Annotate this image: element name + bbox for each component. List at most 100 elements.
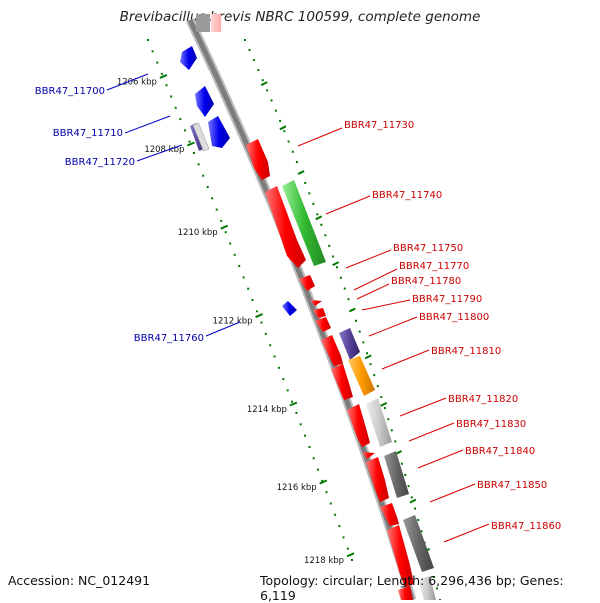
outer-tick-dot: [324, 234, 327, 237]
gene-block-top-pink: [211, 14, 221, 32]
inner-tick-dot: [202, 174, 205, 177]
inner-tick-dot: [247, 287, 250, 290]
outer-tick-dot: [316, 213, 319, 216]
gene-outer-green[interactable]: [282, 180, 326, 266]
gene-label-11800[interactable]: BBR47_11800: [419, 312, 489, 323]
backbone-shadow: [185, 18, 417, 600]
outer-tick-dot: [407, 485, 410, 488]
gene-outer-purple[interactable]: [339, 328, 360, 360]
major-tick-mark: [220, 224, 229, 230]
gene-reverse-11720-arrow[interactable]: [208, 116, 230, 148]
outer-major-tick-mark: [348, 307, 356, 313]
gene-forward-bottom-partial[interactable]: [398, 586, 413, 600]
leader-line-11820: [399, 397, 447, 417]
gene-label-11710[interactable]: BBR47_11710: [53, 128, 123, 139]
tick-label: 1216 kbp: [277, 483, 317, 493]
inner-tick-dot: [260, 321, 263, 324]
tick-label: 1208 kbp: [144, 145, 184, 155]
inner-tick-dot: [312, 457, 315, 460]
gene-forward-11830-arrow[interactable]: [362, 452, 375, 459]
tick-labels: 1206 kbp 1208 kbp 1210 kbp 1212 kbp 1214 kbp…: [117, 77, 344, 565]
outer-tick-dot: [320, 223, 323, 226]
outer-tick-dot: [257, 69, 260, 72]
outer-tick-dot: [248, 49, 251, 51]
gene-label-11810[interactable]: BBR47_11810: [431, 346, 501, 357]
gene-label-11750[interactable]: BBR47_11750: [393, 243, 463, 254]
inner-tick-dot: [338, 525, 341, 528]
inner-tick-dot: [206, 186, 209, 188]
gene-forward-11840-arrow[interactable]: [366, 457, 389, 502]
outer-tick-dot: [266, 89, 269, 92]
gene-label-11760[interactable]: BBR47_11760: [134, 333, 204, 344]
leader-line-11700: [106, 73, 149, 91]
gene-label-11740[interactable]: BBR47_11740: [372, 190, 442, 201]
gene-forward-11820-arrow[interactable]: [347, 404, 370, 447]
leader-line-11760: [205, 321, 241, 337]
outer-tick-dot: [283, 130, 286, 133]
outer-tick-dot: [362, 341, 365, 344]
inner-tick-dot: [179, 118, 182, 121]
gene-forward-11800-arrow[interactable]: [321, 335, 343, 366]
tick-label: 1210 kbp: [178, 228, 218, 238]
gene-reverse-11710-arrow[interactable]: [195, 86, 214, 117]
inner-tick-dot: [286, 389, 289, 392]
gene-reverse-11760-arrow[interactable]: [282, 301, 297, 316]
gene-forward-11770-arrow[interactable]: [310, 300, 322, 306]
tick-label: 1218 kbp: [304, 556, 344, 566]
gene-label-11850[interactable]: BBR47_11850: [477, 480, 547, 491]
gene-label-11730[interactable]: BBR47_11730: [344, 120, 414, 131]
gene-outer-darkgray-1[interactable]: [384, 451, 409, 498]
inner-tick-dot: [193, 152, 195, 154]
inner-tick-dot: [151, 50, 154, 53]
gene-label-11860[interactable]: BBR47_11860: [491, 521, 561, 532]
gene-forward-11780-arrow[interactable]: [313, 308, 326, 318]
gene-forward-11740-arrow[interactable]: [265, 186, 306, 268]
outer-tick-dot: [336, 266, 338, 269]
inner-tick-dot: [238, 265, 241, 268]
gene-reverse-small-gray[interactable]: [192, 122, 210, 152]
inner-tick-dot: [304, 434, 306, 437]
gene-label-11770[interactable]: BBR47_11770: [399, 261, 469, 272]
major-tick-mark: [187, 141, 195, 147]
gene-outer-lightgray[interactable]: [366, 398, 392, 447]
inner-tick-dot: [351, 559, 353, 561]
outer-tick-dot: [420, 530, 423, 533]
inner-tick-dot: [291, 400, 293, 403]
major-tick-mark: [346, 552, 355, 558]
gene-forward-11750-arrow[interactable]: [299, 275, 315, 291]
gene-forward-11730-arrow[interactable]: [246, 139, 270, 180]
gene-forward-11810-arrow[interactable]: [331, 364, 353, 400]
leader-line-11860: [443, 523, 490, 543]
genome-summary-text: Topology: circular; Length: 6,296,436 bp…: [260, 573, 564, 603]
gene-reverse-11700-arrow[interactable]: [180, 46, 197, 70]
outer-tick-dot: [332, 255, 335, 258]
gene-label-11780[interactable]: BBR47_11780: [391, 276, 461, 287]
gene-forward-11860-arrow[interactable]: [387, 525, 414, 587]
gene-label-11790[interactable]: BBR47_11790: [412, 294, 482, 305]
outer-tick-dot: [400, 462, 403, 465]
inner-tick-dot: [174, 106, 177, 109]
accession-text: Accession: NC_012491: [8, 573, 151, 588]
leader-line-11850: [429, 483, 476, 503]
inner-tick-dot: [317, 468, 319, 471]
gene-forward-11790-arrow[interactable]: [315, 317, 331, 332]
inner-tick-dot: [346, 547, 349, 550]
outer-major-tick-mark: [260, 81, 268, 86]
outer-tick-dot: [380, 396, 383, 399]
gene-label-11840[interactable]: BBR47_11840: [465, 446, 535, 457]
inner-tick-dot: [188, 140, 191, 143]
gene-forward-11850-arrow[interactable]: [380, 503, 399, 526]
outer-tick-dot: [390, 429, 393, 432]
gene-label-11700[interactable]: BBR47_11700: [35, 86, 105, 97]
gene-outer-orange[interactable]: [348, 356, 375, 396]
outer-tick-dot: [394, 440, 397, 443]
outer-tick-dot: [287, 140, 290, 143]
gene-label-11820[interactable]: BBR47_11820: [448, 394, 518, 405]
gene-label-11720[interactable]: BBR47_11720: [65, 157, 135, 168]
gene-label-11830[interactable]: BBR47_11830: [456, 419, 526, 430]
outer-tick-dot: [414, 507, 417, 510]
gene-outer-bottom-partial[interactable]: [418, 576, 436, 600]
gene-outer-darkgray-2[interactable]: [403, 515, 434, 572]
inner-tick-dot: [299, 423, 302, 426]
outer-tick-dot: [339, 276, 342, 279]
